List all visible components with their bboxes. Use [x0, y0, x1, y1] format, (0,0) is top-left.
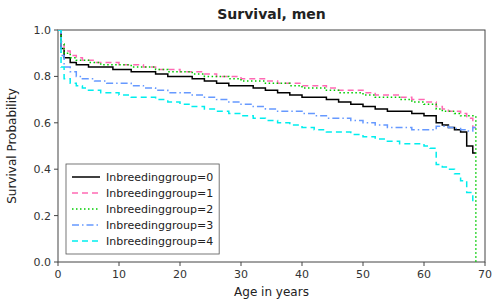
y-tick — [54, 76, 58, 77]
x-tick — [363, 262, 364, 266]
y-tick — [54, 215, 58, 216]
x-tick-label: 60 — [417, 268, 431, 281]
y-tick — [54, 169, 58, 170]
chart: 0 10 20 30 40 50 60 70 0.0 0.2 0.4 0.6 0.8 1.0 Surviva… — [0, 0, 500, 307]
series-line — [58, 30, 476, 127]
legend-swatch — [72, 192, 100, 194]
y-tick-label: 0.6 — [34, 117, 52, 130]
x-tick — [302, 262, 303, 266]
series-line — [58, 30, 476, 131]
y-tick-label: 0.0 — [34, 256, 52, 269]
y-tick — [54, 262, 58, 263]
legend-label: Inbreedinggroup=1 — [106, 187, 213, 200]
y-tick — [54, 30, 58, 31]
legend-label: Inbreedinggroup=3 — [106, 219, 213, 232]
x-tick-label: 20 — [173, 268, 187, 281]
series-line — [58, 30, 476, 202]
legend-swatch — [72, 208, 100, 210]
legend-box — [66, 164, 219, 254]
x-tick — [180, 262, 181, 266]
series-lines — [58, 30, 476, 262]
y-tick-label: 0.4 — [34, 163, 52, 176]
x-tick-label: 0 — [55, 268, 62, 281]
series-line — [58, 30, 476, 153]
x-tick-label: 30 — [234, 268, 248, 281]
legend-label: Inbreedinggroup=2 — [106, 203, 213, 216]
y-axis-label: Survival Probability — [5, 88, 19, 204]
legend-swatch — [72, 224, 100, 226]
x-tick — [241, 262, 242, 266]
legend: Inbreedinggroup=0 Inbreedinggroup=1 Inbree… — [66, 164, 219, 254]
legend-swatch — [72, 240, 100, 242]
y-tick-label: 1.0 — [34, 24, 52, 37]
x-tick-label: 50 — [356, 268, 370, 281]
title: Survival, men — [217, 6, 326, 22]
background — [0, 0, 500, 307]
axes: 0 10 20 30 40 50 60 70 0.0 0.2 0.4 0.6 0.8 1.0 — [34, 24, 493, 281]
plot-frame — [58, 30, 485, 262]
x-axis-label: Age in years — [234, 285, 309, 299]
x-tick-label: 70 — [478, 268, 492, 281]
legend-label: Inbreedinggroup=0 — [106, 171, 213, 184]
y-tick-label: 0.8 — [34, 70, 52, 83]
x-tick — [119, 262, 120, 266]
legend-label: Inbreedinggroup=4 — [106, 235, 213, 248]
x-tick — [58, 262, 59, 266]
x-tick-label: 40 — [295, 268, 309, 281]
series-line — [58, 30, 476, 262]
y-tick-label: 0.2 — [34, 210, 52, 223]
x-tick — [424, 262, 425, 266]
y-tick — [54, 122, 58, 123]
x-tick-label: 10 — [112, 268, 126, 281]
legend-swatch — [72, 176, 100, 178]
x-tick — [485, 262, 486, 266]
